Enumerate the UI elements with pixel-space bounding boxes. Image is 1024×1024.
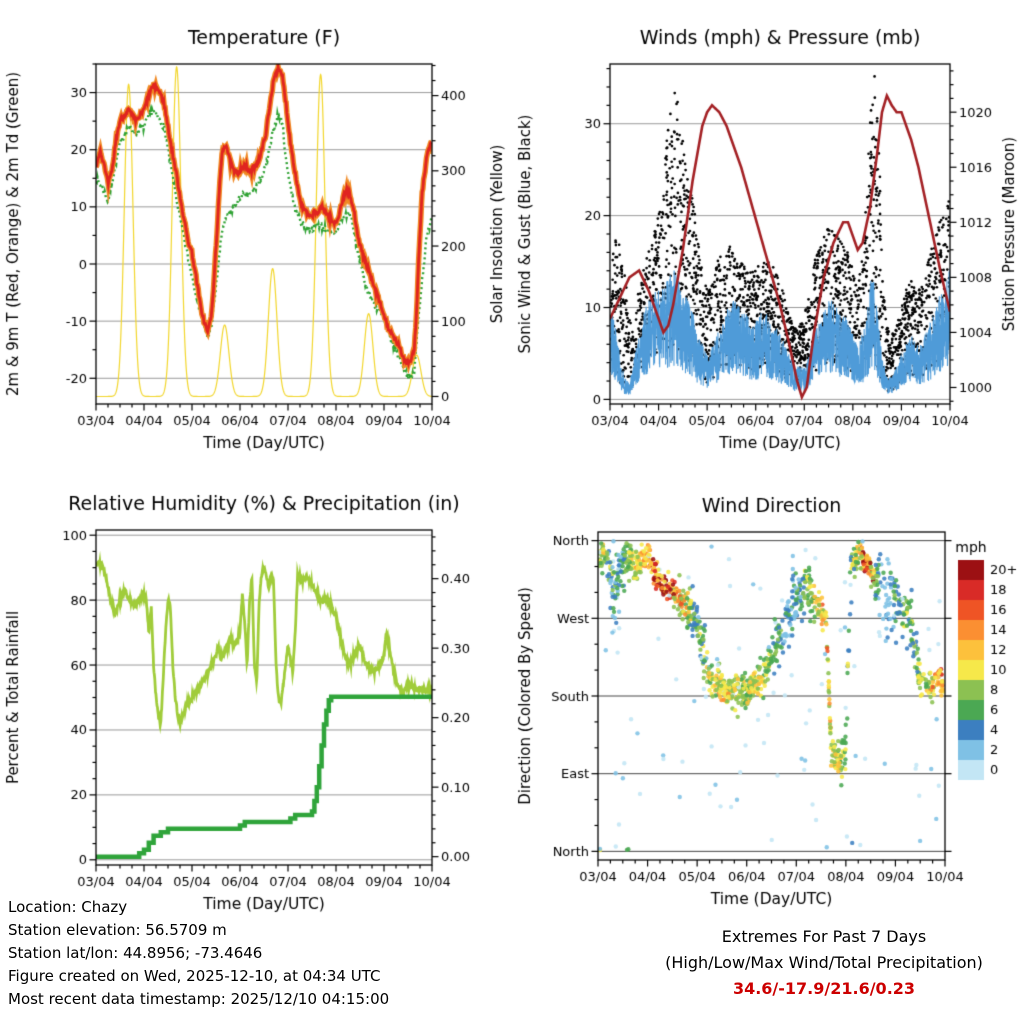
extremes-subtitle: (High/Low/Max Wind/Total Precipitation) (665, 953, 983, 972)
station-location: Location: Chazy (8, 898, 128, 916)
wind-direction-chart-canvas (512, 486, 1024, 916)
data-timestamp: Most recent data timestamp: 2025/12/10 0… (8, 990, 390, 1008)
extremes-block: Extremes For Past 7 Days (High/Low/Max W… (600, 924, 1024, 1002)
extremes-title: Extremes For Past 7 Days (721, 927, 927, 946)
humidity-precip-chart-canvas (0, 486, 512, 916)
station-latlon: Station lat/lon: 44.8956; -73.4646 (8, 944, 263, 962)
extremes-values: 34.6/-17.9/21.6/0.23 (732, 979, 916, 998)
station-info: Location: Chazy Station elevation: 56.57… (8, 896, 389, 1011)
temperature-chart-canvas (0, 2, 512, 464)
station-elevation: Station elevation: 56.5709 m (8, 921, 227, 939)
winds-pressure-chart-canvas (512, 2, 1024, 464)
figure-created: Figure created on Wed, 2025-12-10, at 04… (8, 967, 381, 985)
